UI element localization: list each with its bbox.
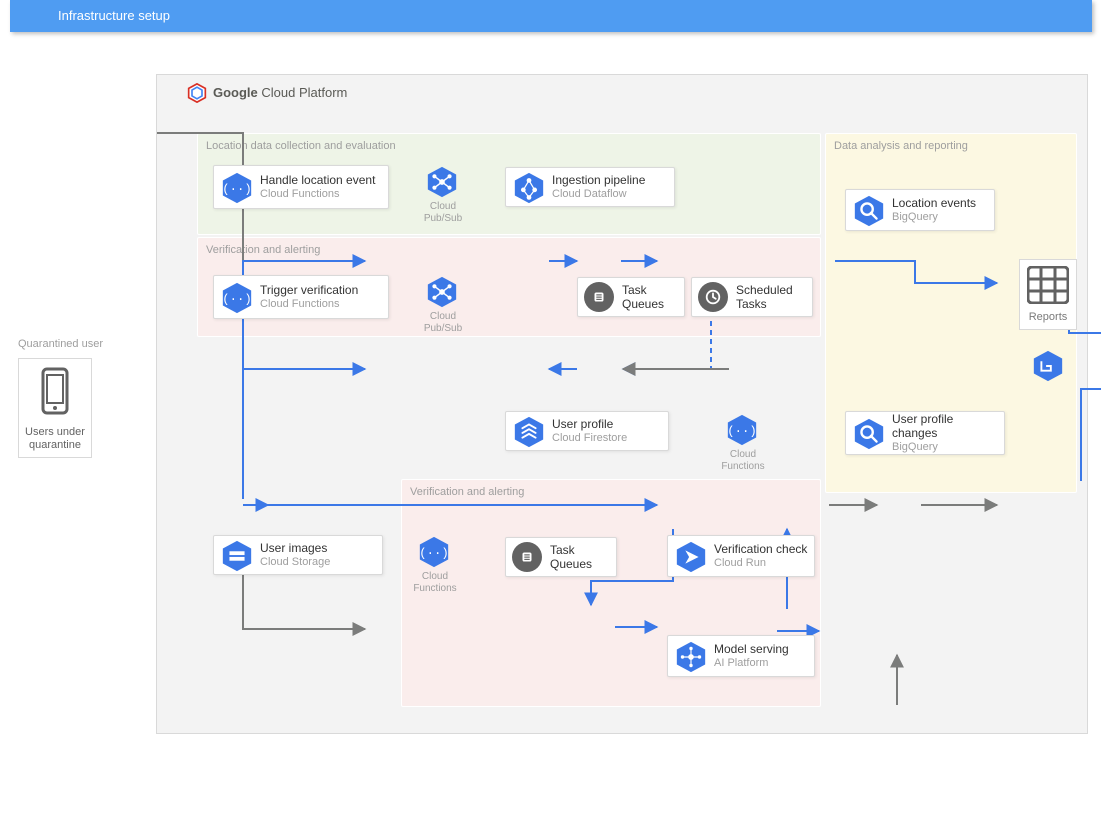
gcp-logo-icon [187,83,207,103]
node-profile: User profileCloud Firestore [505,411,669,451]
node-model-title: Model serving [714,642,789,656]
dataflow-icon [512,171,544,203]
node-trigger: (··) Trigger verificationCloud Functions [213,275,389,319]
gcp-title: Google Cloud Platform [213,85,347,100]
node-taskq2-title: Task Queues [550,543,610,572]
node-locevents: Location eventsBigQuery [845,189,995,231]
reports-icon [1027,266,1069,304]
node-locevents-title: Location events [892,196,976,210]
node-upchanges-sub: BigQuery [892,441,998,454]
pubsub2-icon [425,275,461,311]
node-uimages: User imagesCloud Storage [213,535,383,575]
queue-icon [584,282,614,312]
zone-verify1-label: Verification and alerting [206,244,320,256]
reports-label: Reports [1026,311,1070,323]
node-trigger-title: Trigger verification [260,283,358,297]
node-sched: Scheduled Tasks [691,277,813,317]
zone-verify2-label: Verification and alerting [410,486,524,498]
node-taskq2: Task Queues [505,537,617,577]
node-handle_loc: (··) Handle location eventCloud Functions [213,165,389,209]
queue-icon [512,542,542,572]
run-icon [674,540,706,572]
gcp-canvas: Google Cloud Platform Location data coll… [156,74,1088,734]
phone-icon [38,367,72,417]
bq-icon [852,417,884,449]
node-uimages-title: User images [260,541,330,555]
svg-text:(··): (··) [419,547,448,561]
quarantined-user-label: Quarantined user [18,338,103,350]
bq-icon [852,194,884,226]
device-users: Users under quarantine [18,358,92,458]
node-taskq1: Task Queues [577,277,685,317]
firestore-icon [512,415,544,447]
node-vcheck-sub: Cloud Run [714,557,807,570]
node-handle_loc-title: Handle location event [260,173,375,187]
functions-icon: (··) [220,171,252,203]
edge-20 [1081,389,1101,481]
svg-text:(··): (··) [727,425,756,439]
clock-icon [698,282,728,312]
node-upchanges-title: User profile changes [892,412,998,441]
node-ingestion-title: Ingestion pipeline [552,173,645,187]
header-bar: Infrastructure setup [10,0,1092,32]
storage-icon [220,539,252,571]
edge-4 [243,567,365,629]
pubsub1-caption: Cloud Pub/Sub [413,201,473,225]
node-locevents-sub: BigQuery [892,211,976,224]
func_mid-icon: (··) [725,413,761,449]
node-profile-title: User profile [552,417,627,431]
node-model: Model servingAI Platform [667,635,815,677]
pubsub2-caption: Cloud Pub/Sub [413,311,473,335]
node-upchanges: User profile changesBigQuery [845,411,1005,455]
zone-location-label: Location data collection and evaluation [206,140,396,152]
datastudio-icon [1031,349,1067,385]
header-title: Infrastructure setup [58,8,170,23]
reports-box: Reports [1019,259,1077,330]
node-vcheck-title: Verification check [714,542,807,556]
node-handle_loc-sub: Cloud Functions [260,188,375,201]
node-ingestion: Ingestion pipelineCloud Dataflow [505,167,675,207]
func_low-caption: Cloud Functions [405,571,465,595]
node-model-sub: AI Platform [714,657,789,670]
pubsub1-icon [425,165,461,201]
func_mid-caption: Cloud Functions [713,449,773,473]
node-trigger-sub: Cloud Functions [260,298,358,311]
svg-text:(··): (··) [222,293,251,307]
zone-analysis-label: Data analysis and reporting [834,140,968,152]
device-label: Users under quarantine [23,426,87,452]
ai-icon [674,640,706,672]
functions-icon: (··) [220,281,252,313]
node-ingestion-sub: Cloud Dataflow [552,188,645,201]
node-vcheck: Verification checkCloud Run [667,535,815,577]
svg-text:(··): (··) [222,183,251,197]
func_low-icon: (··) [417,535,453,571]
node-uimages-sub: Cloud Storage [260,556,330,569]
node-sched-title: Scheduled Tasks [736,283,806,312]
node-profile-sub: Cloud Firestore [552,432,627,445]
node-taskq1-title: Task Queues [622,283,678,312]
